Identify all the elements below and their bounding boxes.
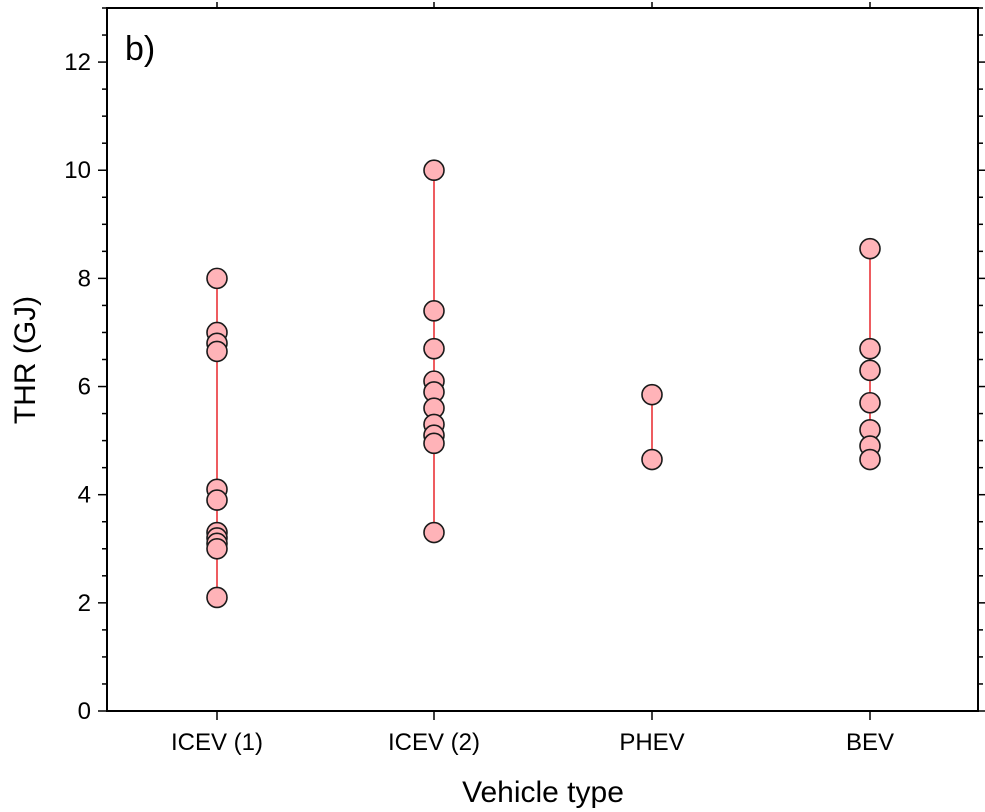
data-point [423, 159, 445, 182]
data-point [206, 267, 228, 290]
plot-border [106, 7, 979, 712]
axis-labels: b) Vehicle type THR (GJ) [9, 30, 624, 809]
data-point [859, 448, 881, 471]
y-tick-label: 2 [78, 590, 91, 617]
y-tick-label: 8 [78, 265, 91, 292]
x-tick-label: PHEV [619, 729, 684, 756]
y-tick-label: 6 [78, 374, 91, 401]
data-point [859, 359, 881, 382]
y-axis-title: THR (GJ) [9, 296, 42, 424]
plot-frame [106, 7, 979, 712]
data-point [641, 383, 663, 406]
data-point [206, 586, 228, 609]
x-tick-label: ICEV (1) [171, 729, 263, 756]
y-tick-label: 4 [78, 482, 91, 509]
data-point [423, 300, 445, 322]
data-point [641, 448, 663, 471]
range-lines [216, 170, 871, 598]
x-tick-label: ICEV (2) [388, 729, 480, 756]
y-tick-label: 0 [78, 698, 91, 725]
data-point [859, 391, 881, 414]
data-point [423, 432, 445, 455]
x-axis-title: Vehicle type [462, 776, 624, 809]
panel-label: b) [125, 30, 155, 68]
y-tick-label: 10 [64, 157, 91, 184]
data-points [206, 159, 881, 609]
axis-ticks: 0 2 4 6 8 10 12 ICEV (1) ICEV (2) PHEV BEV [64, 2, 985, 756]
y-tick-label: 12 [64, 49, 91, 76]
data-point [206, 537, 228, 560]
data-point [859, 237, 881, 260]
data-point [423, 337, 445, 360]
data-point [206, 340, 228, 363]
data-point [423, 521, 445, 544]
data-point [859, 337, 881, 360]
x-tick-label: BEV [846, 729, 894, 756]
data-point [206, 489, 228, 511]
